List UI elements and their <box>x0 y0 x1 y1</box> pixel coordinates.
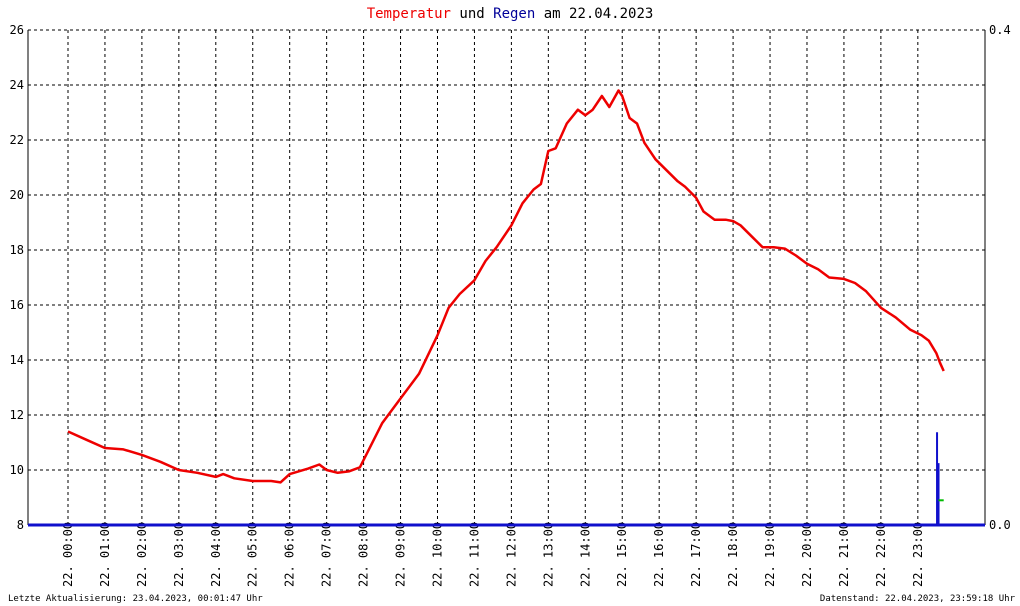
x-tick-label: 22. 19:00 <box>763 522 777 587</box>
y-tick-label: 22 <box>10 133 24 147</box>
y-right-tick-label: 0.0 <box>989 518 1011 532</box>
y-axis-left-ticks: 8 10 12 14 16 18 20 22 24 26 <box>10 23 24 532</box>
y-axis-right-ticks: 0.0 0.4 <box>989 23 1011 532</box>
x-tick-label: 22. 07:00 <box>320 522 334 587</box>
x-tick-label: 22. 02:00 <box>135 522 149 587</box>
x-tick-label: 22. 15:00 <box>615 522 629 587</box>
x-tick-label: 22. 17:00 <box>689 522 703 587</box>
rain-layer <box>28 432 985 527</box>
x-tick-label: 22. 20:00 <box>800 522 814 587</box>
y-right-tick-label: 0.4 <box>989 23 1011 37</box>
y-tick-label: 16 <box>10 298 24 312</box>
y-tick-label: 24 <box>10 78 24 92</box>
x-tick-label: 22. 03:00 <box>172 522 186 587</box>
x-axis-ticks: 22. 00:00 22. 01:00 22. 02:00 22. 03:00 22. … <box>61 522 925 587</box>
x-tick-label: 22. 14:00 <box>578 522 592 587</box>
x-tick-label: 22. 18:00 <box>726 522 740 587</box>
chart-title: Temperatur und Regen am 22.04.2023 <box>367 6 654 22</box>
x-tick-label: 22. 12:00 <box>504 522 518 587</box>
x-tick-label: 22. 01:00 <box>98 522 112 587</box>
footer-last-update: Letzte Aktualisierung: 23.04.2023, 00:01… <box>8 594 263 604</box>
y-tick-label: 12 <box>10 408 24 422</box>
footer-data-status: Datenstand: 22.04.2023, 23:59:18 Uhr <box>820 594 1016 604</box>
x-tick-label: 22. 11:00 <box>467 522 481 587</box>
x-tick-label: 22. 21:00 <box>837 522 851 587</box>
y-tick-label: 26 <box>10 23 24 37</box>
title-regen: Regen <box>493 6 535 22</box>
x-tick-label: 22. 05:00 <box>246 522 260 587</box>
y-tick-label: 8 <box>17 518 24 532</box>
x-tick-label: 22. 09:00 <box>394 522 408 587</box>
x-tick-label: 22. 22:00 <box>874 522 888 587</box>
x-tick-label: 22. 10:00 <box>430 522 444 587</box>
x-tick-label: 22. 23:00 <box>911 522 925 587</box>
x-tick-label: 22. 00:00 <box>61 522 75 587</box>
x-tick-label: 22. 16:00 <box>652 522 666 587</box>
y-tick-label: 14 <box>10 353 24 367</box>
x-tick-label: 22. 13:00 <box>541 522 555 587</box>
grid-lines <box>28 30 985 525</box>
y-tick-label: 20 <box>10 188 24 202</box>
title-temperatur: Temperatur <box>367 6 451 22</box>
title-date: am 22.04.2023 <box>535 6 653 22</box>
x-tick-label: 22. 06:00 <box>283 522 297 587</box>
y-tick-label: 10 <box>10 463 24 477</box>
temperature-layer <box>67 89 945 484</box>
axes <box>27 29 986 525</box>
title-und: und <box>451 6 493 22</box>
temperature-line <box>67 89 945 484</box>
y-tick-label: 18 <box>10 243 24 257</box>
x-tick-label: 22. 04:00 <box>209 522 223 587</box>
x-tick-label: 22. 08:00 <box>357 522 371 587</box>
